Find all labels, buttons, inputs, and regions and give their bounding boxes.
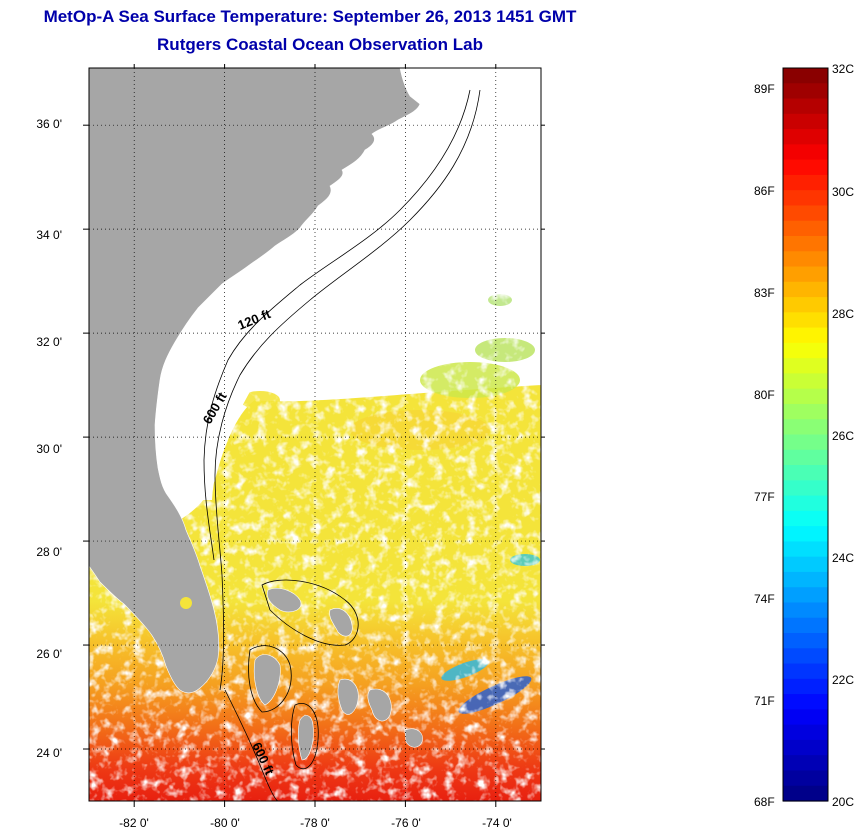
land-us-southeast — [89, 68, 421, 694]
colorbar-swatch — [783, 694, 828, 710]
colorbar-swatch — [783, 419, 828, 436]
colorbar-swatch — [783, 358, 828, 375]
contour-600ft-south — [224, 689, 279, 801]
cb-label-20c: 20C — [832, 795, 855, 809]
colorbar-swatch — [783, 724, 828, 741]
lat-tick-30: 30 0' — [36, 442, 62, 456]
colorbar-swatch — [783, 68, 828, 84]
colorbar-swatch — [783, 129, 828, 145]
cb-label-24c: 24C — [832, 551, 855, 565]
colorbar-swatch — [783, 388, 828, 405]
colorbar-swatch — [783, 190, 828, 207]
colorbar-swatch — [783, 510, 828, 527]
lon-tick-78: -78 0' — [300, 816, 330, 830]
cb-label-68f: 68F — [754, 795, 775, 809]
cb-label-30c: 30C — [832, 185, 855, 199]
colorbar-swatch — [783, 342, 828, 359]
colorbar-swatch — [783, 83, 828, 100]
colorbar-swatch — [783, 495, 828, 512]
colorbar-swatch — [783, 235, 828, 252]
colorbar-swatch — [783, 434, 828, 451]
colorbar-swatch — [783, 266, 828, 283]
colorbar-swatch — [783, 281, 828, 298]
land-bahamas — [253, 588, 423, 761]
colorbar-swatch — [783, 98, 828, 115]
colorbar-frame — [782, 67, 829, 802]
map-gridlines — [89, 68, 541, 801]
colorbar-swatch — [783, 297, 828, 313]
cb-label-89f: 89F — [754, 82, 775, 96]
cb-label-32c: 32C — [832, 62, 855, 76]
colorbar-swatch — [783, 785, 828, 802]
lon-tick-76: -76 0' — [391, 816, 421, 830]
lat-tick-26: 26 0' — [36, 647, 62, 661]
colorbar-swatch — [783, 587, 828, 604]
map-ticks — [83, 64, 545, 807]
colorbar-swatch — [783, 709, 828, 726]
colorbar-swatch — [783, 770, 828, 787]
colorbar-swatch — [783, 571, 828, 588]
colorbar-swatch — [783, 633, 828, 649]
lon-tick-80: -80 0' — [210, 816, 240, 830]
cb-label-80f: 80F — [754, 388, 775, 402]
colorbar-swatch — [783, 465, 828, 481]
colorbar-swatch — [783, 449, 828, 466]
colorbar-swatch — [783, 144, 828, 161]
colorbar-swatch — [783, 205, 828, 222]
colorbar-swatch — [783, 159, 828, 176]
colorbar-swatch — [783, 556, 828, 573]
lat-tick-36: 36 0' — [36, 117, 62, 131]
colorbar-swatch — [783, 480, 828, 497]
colorbar-swatch — [783, 113, 828, 130]
colorbar-swatch — [783, 678, 828, 695]
contour-120ft — [203, 89, 471, 561]
lat-tick-34: 34 0' — [36, 228, 62, 242]
cb-label-71f: 71F — [754, 694, 775, 708]
colorbar-swatch — [783, 739, 828, 756]
lake-okeechobee — [180, 597, 192, 609]
colorbar-swatch — [783, 617, 828, 634]
colorbar-swatch — [783, 220, 828, 237]
colorbar-swatch — [783, 648, 828, 665]
colorbar-swatch — [783, 526, 828, 542]
colorbar-swatch — [783, 251, 828, 268]
cb-label-26c: 26C — [832, 429, 855, 443]
cb-label-22c: 22C — [832, 673, 855, 687]
map-subtitle: Rutgers Coastal Ocean Observation Lab — [157, 35, 483, 54]
lat-tick-28: 28 0' — [36, 545, 62, 559]
colorbar-swatch — [783, 373, 828, 390]
contour-600ft-north — [214, 89, 481, 691]
map-title: MetOp-A Sea Surface Temperature: Septemb… — [43, 7, 577, 26]
colorbar-swatch — [783, 755, 828, 772]
bathymetry-contours — [203, 89, 481, 801]
cb-label-86f: 86F — [754, 184, 775, 198]
colorbar-swatch — [783, 174, 828, 191]
colorbar-swatch — [783, 541, 828, 558]
lon-tick-82: -82 0' — [119, 816, 149, 830]
colorbar-swatch — [783, 663, 828, 680]
colorbar — [783, 68, 828, 802]
colorbar-swatch — [783, 602, 828, 619]
cb-label-83f: 83F — [754, 286, 775, 300]
colorbar-swatch — [783, 327, 828, 344]
cb-label-77f: 77F — [754, 490, 775, 504]
colorbar-swatch — [783, 312, 828, 329]
colorbar-swatch — [783, 403, 828, 420]
lat-tick-24: 24 0' — [36, 746, 62, 760]
cb-label-74f: 74F — [754, 592, 775, 606]
lon-tick-74: -74 0' — [482, 816, 512, 830]
lat-tick-32: 32 0' — [36, 335, 62, 349]
cb-label-28c: 28C — [832, 307, 855, 321]
